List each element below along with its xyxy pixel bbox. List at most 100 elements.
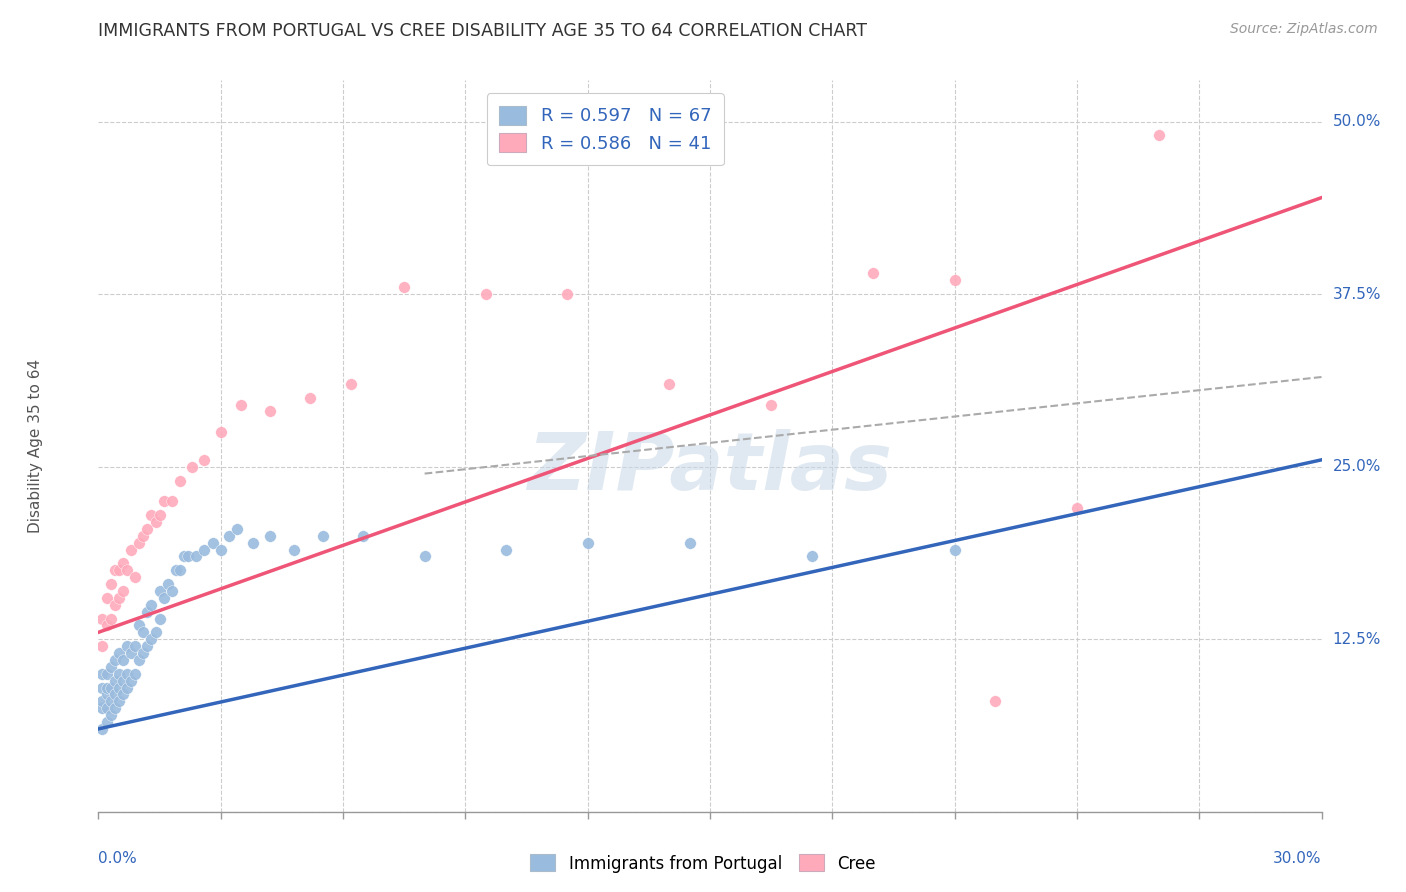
Point: [145, 515, 167, 529]
Point: [111, 687, 134, 701]
Point: [181, 459, 204, 474]
Point: [1066, 501, 1088, 516]
Point: [152, 494, 174, 508]
Point: [943, 273, 966, 287]
Point: [128, 618, 150, 632]
Point: [91, 701, 114, 715]
Point: [96, 591, 118, 605]
Point: [132, 529, 155, 543]
Point: [132, 646, 155, 660]
Point: [283, 542, 305, 557]
Point: [658, 376, 681, 391]
Point: [141, 632, 163, 647]
Point: [201, 535, 224, 549]
Point: [231, 398, 253, 412]
Text: 12.5%: 12.5%: [1333, 632, 1381, 647]
Point: [169, 474, 191, 488]
Point: [141, 598, 163, 612]
Point: [149, 583, 172, 598]
Point: [108, 681, 131, 695]
Point: [91, 694, 114, 708]
Point: [555, 287, 579, 301]
Point: [226, 522, 249, 536]
Legend: Immigrants from Portugal, Cree: Immigrants from Portugal, Cree: [524, 847, 882, 880]
Point: [128, 653, 150, 667]
Point: [111, 583, 134, 598]
Text: 0.0%: 0.0%: [98, 851, 138, 865]
Text: 50.0%: 50.0%: [1333, 114, 1381, 129]
Point: [100, 708, 122, 723]
Text: 37.5%: 37.5%: [1333, 286, 1381, 301]
Point: [177, 549, 200, 564]
Point: [474, 287, 498, 301]
Legend: R = 0.597   N = 67, R = 0.586   N = 41: R = 0.597 N = 67, R = 0.586 N = 41: [486, 93, 724, 165]
Point: [160, 583, 183, 598]
Point: [91, 639, 114, 653]
Point: [801, 549, 824, 564]
Point: [132, 625, 155, 640]
Point: [96, 681, 118, 695]
Point: [91, 681, 114, 695]
Point: [149, 611, 172, 625]
Text: 25.0%: 25.0%: [1333, 459, 1381, 475]
Point: [96, 618, 118, 632]
Point: [96, 701, 118, 715]
Point: [299, 391, 322, 405]
Text: IMMIGRANTS FROM PORTUGAL VS CREE DISABILITY AGE 35 TO 64 CORRELATION CHART: IMMIGRANTS FROM PORTUGAL VS CREE DISABIL…: [98, 22, 868, 40]
Point: [193, 542, 215, 557]
Point: [100, 577, 122, 591]
Point: [259, 529, 281, 543]
Point: [100, 660, 122, 674]
Point: [165, 563, 187, 577]
Point: [136, 522, 159, 536]
Point: [91, 666, 114, 681]
Point: [111, 653, 134, 667]
Point: [108, 591, 131, 605]
Point: [104, 653, 127, 667]
Point: [209, 425, 232, 440]
Point: [259, 404, 281, 418]
Point: [124, 639, 146, 653]
Point: [392, 280, 416, 294]
Point: [209, 542, 232, 557]
Point: [152, 591, 174, 605]
Point: [193, 452, 215, 467]
Point: [340, 376, 363, 391]
Text: ZIPatlas: ZIPatlas: [527, 429, 893, 507]
Point: [136, 639, 159, 653]
Text: Source: ZipAtlas.com: Source: ZipAtlas.com: [1230, 22, 1378, 37]
Point: [862, 267, 884, 281]
Point: [104, 598, 127, 612]
Point: [124, 666, 146, 681]
Point: [186, 549, 208, 564]
Point: [115, 639, 138, 653]
Point: [576, 535, 599, 549]
Point: [413, 549, 436, 564]
Point: [128, 535, 150, 549]
Point: [91, 611, 114, 625]
Point: [115, 666, 138, 681]
Point: [242, 535, 264, 549]
Point: [218, 529, 240, 543]
Point: [156, 577, 179, 591]
Point: [111, 557, 134, 571]
Point: [108, 646, 131, 660]
Point: [108, 694, 131, 708]
Point: [104, 563, 127, 577]
Point: [984, 694, 1007, 708]
Point: [761, 398, 783, 412]
Point: [120, 542, 142, 557]
Point: [108, 563, 131, 577]
Point: [104, 673, 127, 688]
Point: [100, 611, 122, 625]
Point: [100, 681, 122, 695]
Point: [943, 542, 966, 557]
Point: [104, 701, 127, 715]
Point: [149, 508, 172, 522]
Point: [352, 529, 374, 543]
Point: [495, 542, 517, 557]
Point: [115, 681, 138, 695]
Point: [136, 605, 159, 619]
Point: [111, 673, 134, 688]
Point: [91, 722, 114, 736]
